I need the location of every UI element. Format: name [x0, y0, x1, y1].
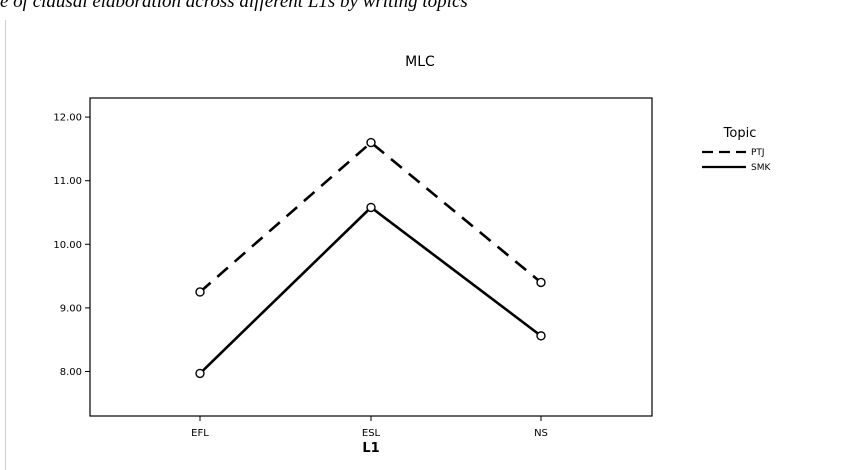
x-tick-label: EFL [191, 428, 209, 439]
x-axis: EFL ESL NS [191, 416, 548, 439]
x-axis-label: L1 [362, 441, 379, 456]
legend: Topic PTJ SMK [702, 126, 771, 173]
y-axis: 8.00 9.00 10.00 11.00 12.00 [53, 113, 90, 378]
chart-frame [5, 20, 854, 470]
x-tick-label: NS [534, 428, 548, 439]
legend-label-ptj: PTJ [751, 148, 765, 158]
data-point-ptj [536, 277, 546, 288]
y-tick-label: 11.00 [53, 176, 82, 187]
data-point-ptj [366, 137, 376, 148]
data-point-smk [536, 331, 546, 341]
legend-title: Topic [723, 126, 757, 141]
figure-caption: e of clausal elaboration across differen… [0, 0, 468, 12]
data-point-smk [195, 368, 205, 379]
y-tick-label: 9.00 [60, 303, 82, 314]
chart-title: MLC [405, 54, 435, 70]
y-tick-label: 12.00 [53, 113, 82, 124]
data-point-ptj [195, 287, 205, 297]
y-tick-label: 10.00 [53, 240, 82, 251]
legend-label-smk: SMK [751, 163, 771, 173]
x-tick-label: ESL [362, 428, 381, 439]
data-point-smk [366, 202, 376, 213]
y-tick-label: 8.00 [60, 367, 82, 378]
series-line-ptj [199, 140, 542, 293]
series-line-smk [199, 205, 542, 375]
series-group [195, 137, 546, 379]
